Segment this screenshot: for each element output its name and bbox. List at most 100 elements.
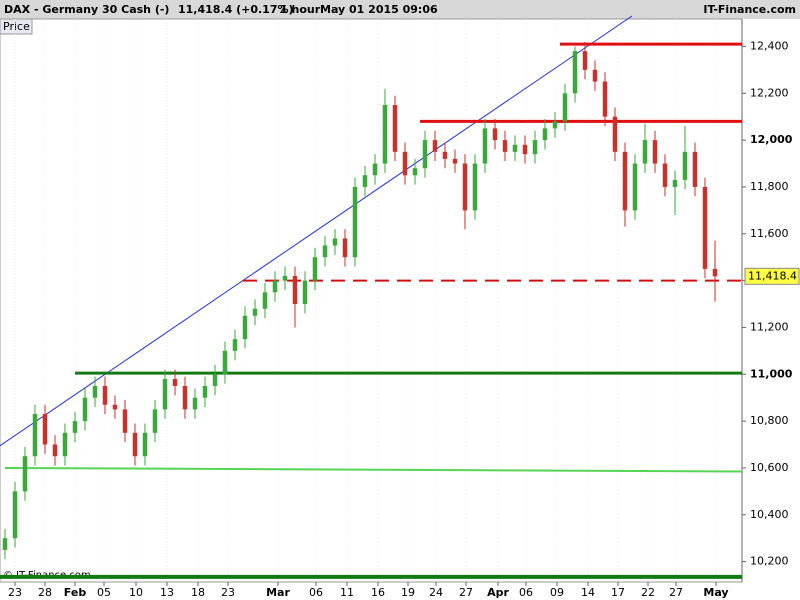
candle-body — [412, 168, 418, 176]
source: IT-Finance.com — [703, 3, 796, 16]
candle-body — [422, 140, 428, 169]
candle-body — [212, 374, 218, 386]
y-tick-label: 10,400 — [750, 508, 789, 521]
candle-body — [152, 409, 158, 433]
candle-body — [322, 245, 328, 258]
candle-body — [592, 69, 598, 82]
candle-body — [692, 151, 698, 187]
candle-body — [232, 339, 238, 351]
candle-body — [622, 151, 628, 211]
candle-body — [72, 421, 78, 433]
candle-body — [652, 140, 658, 164]
candle-body — [612, 116, 618, 152]
chart-title: DAX - Germany 30 Cash (-) — [4, 3, 169, 16]
candle-body — [712, 268, 718, 277]
candle-body — [2, 538, 8, 550]
candle-body — [62, 432, 68, 457]
candle-body — [472, 163, 478, 211]
candle-body — [682, 151, 688, 180]
candle-body — [662, 163, 668, 187]
y-tick-label: 11,800 — [750, 180, 789, 193]
x-tick-label: 11 — [340, 586, 354, 599]
candle-body — [642, 140, 648, 164]
candle-body — [482, 128, 488, 164]
candle-body — [202, 385, 208, 398]
candle-body — [22, 456, 28, 492]
candle-body — [512, 144, 518, 152]
panel-label-box — [0, 18, 33, 35]
x-tick-label: 18 — [191, 586, 205, 599]
candle-body — [402, 151, 408, 176]
candle-body — [532, 140, 538, 155]
x-tick-label: 10 — [129, 586, 143, 599]
x-tick-label: 09 — [550, 586, 564, 599]
candle-body — [342, 238, 348, 258]
candle-body — [282, 275, 288, 281]
last-price-box — [744, 267, 800, 285]
datetime: May 01 2015 09:06 — [320, 3, 438, 16]
candle-body — [192, 397, 198, 410]
candle-body — [262, 292, 268, 309]
x-tick-label: 16 — [371, 586, 385, 599]
interval: 1 hour — [280, 3, 321, 16]
candle-body — [302, 280, 308, 305]
x-tick-label: 27 — [669, 586, 683, 599]
x-tick-label: 23 — [221, 586, 235, 599]
candle-body — [672, 179, 678, 187]
candle-body — [392, 104, 398, 152]
candle-body — [542, 128, 548, 141]
candle-body — [552, 121, 558, 129]
y-tick-label: 12,400 — [750, 39, 789, 52]
candle-body — [372, 163, 378, 176]
candle-body — [632, 163, 638, 211]
candle-body — [172, 378, 178, 386]
candle-body — [112, 404, 118, 410]
panel-label: Price — [3, 20, 30, 33]
y-tick-label: 10,800 — [750, 414, 789, 427]
candle-body — [332, 238, 338, 246]
candle-body — [42, 414, 48, 445]
candle-body — [102, 385, 108, 405]
candle-body — [382, 104, 388, 164]
annotation-line — [4, 466, 743, 473]
candle-body — [572, 51, 578, 94]
candle-body — [12, 491, 18, 539]
candle-body — [432, 140, 438, 152]
candle-body — [132, 432, 138, 457]
candle-body — [292, 275, 298, 305]
candle-body — [442, 151, 448, 159]
candle-body — [272, 280, 278, 293]
candle-body — [452, 158, 458, 164]
y-tick-label: 11,000 — [750, 367, 793, 380]
x-tick-label: 14 — [581, 586, 595, 599]
candle-body — [52, 444, 58, 457]
x-tick-label: 28 — [38, 586, 52, 599]
x-tick-label: Apr — [487, 586, 509, 599]
candle-body — [602, 81, 608, 117]
candle-body — [252, 308, 258, 316]
candle-body — [32, 414, 38, 457]
candle-body — [122, 409, 128, 433]
y-tick-label: 12,200 — [750, 86, 789, 99]
last-price-label: 11,418.4 — [748, 269, 797, 282]
candle-body — [312, 257, 318, 281]
x-tick-label: 05 — [97, 586, 111, 599]
y-tick-label: 11,200 — [750, 320, 789, 333]
candle-body — [352, 186, 358, 258]
x-tick-label: 22 — [641, 586, 655, 599]
candle-body — [582, 51, 588, 70]
candle-body — [242, 315, 248, 340]
x-tick-label: 17 — [611, 586, 625, 599]
last-change: 11,418.4 (+0.17%) — [178, 3, 294, 16]
candle-body — [142, 432, 148, 457]
x-tick-label: May — [703, 586, 728, 599]
y-tick-label: 10,600 — [750, 461, 789, 474]
candle-body — [162, 378, 168, 410]
candle-body — [222, 350, 228, 375]
candle-body — [92, 385, 98, 398]
x-tick-label: 23 — [8, 586, 22, 599]
x-tick-label: 06 — [309, 586, 323, 599]
y-tick-label: 11,600 — [750, 227, 789, 240]
